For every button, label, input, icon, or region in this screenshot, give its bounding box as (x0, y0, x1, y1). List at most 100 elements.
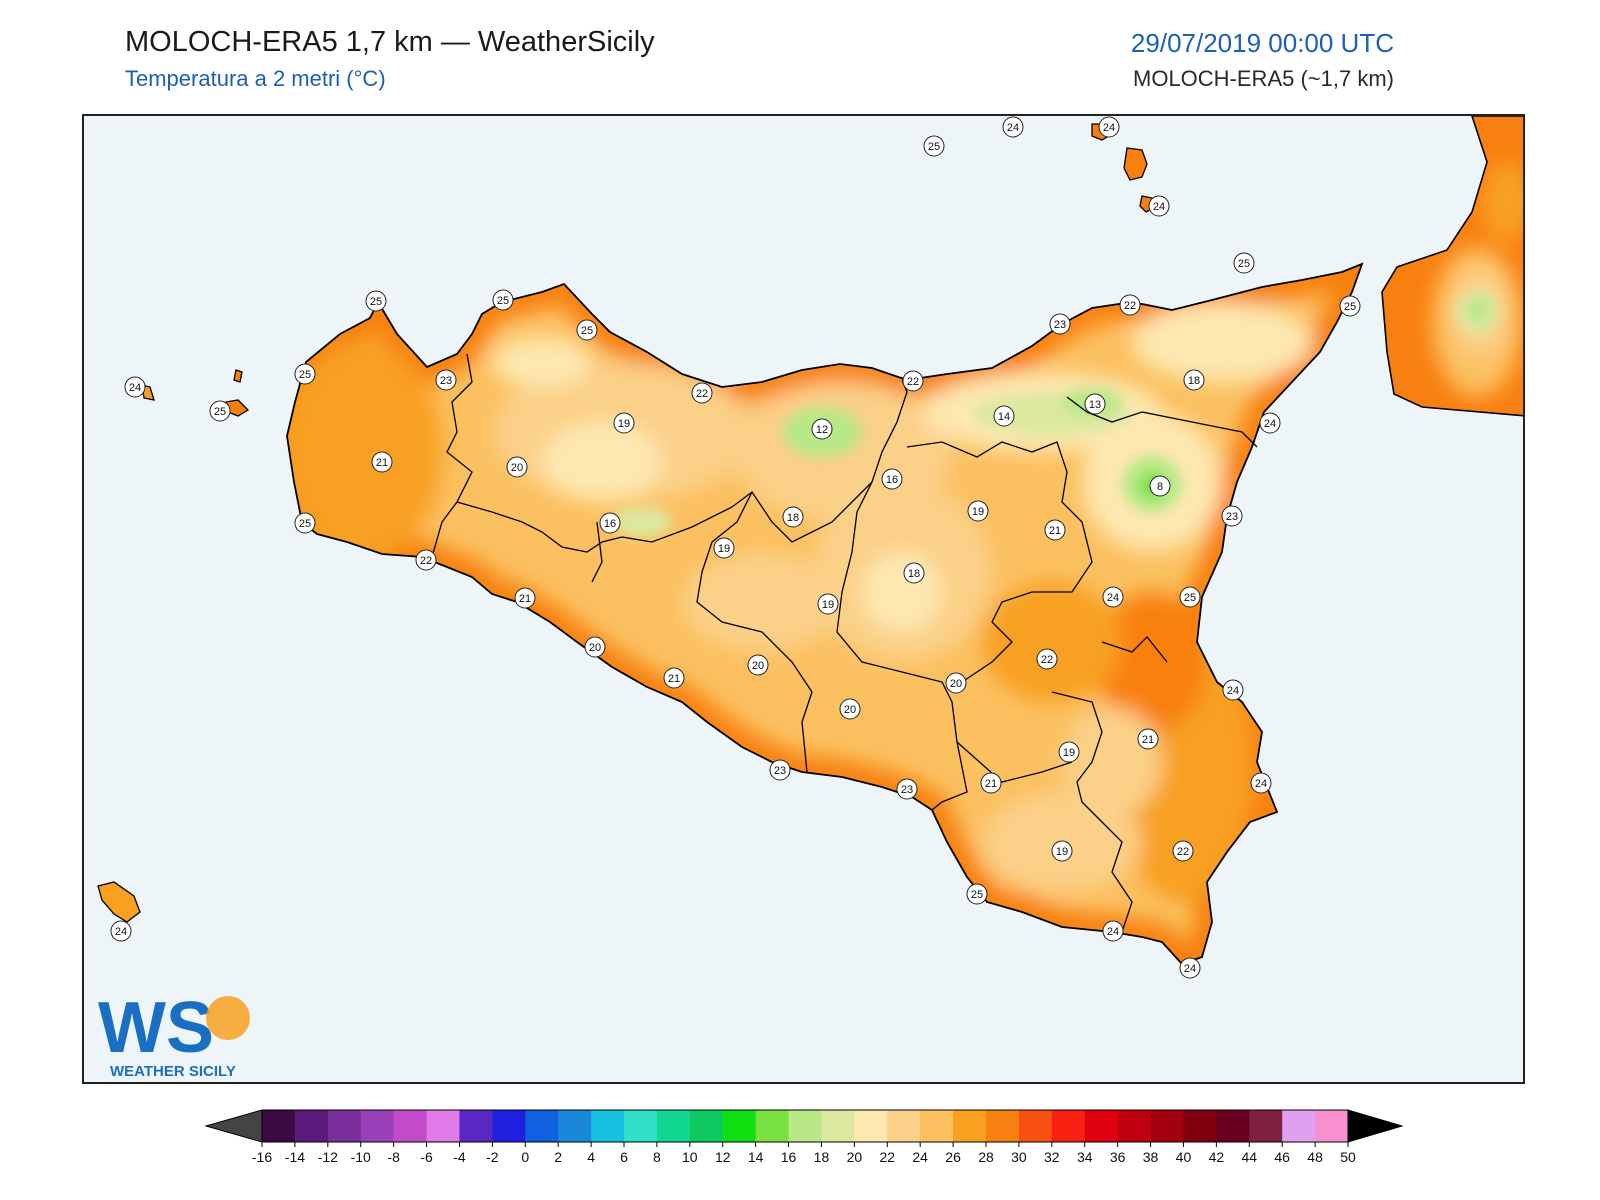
temperature-value: 25 (1238, 258, 1250, 270)
temperature-value: 19 (718, 543, 730, 555)
colorbar-swatch (1150, 1110, 1184, 1142)
temperature-value: 23 (1054, 319, 1066, 331)
temperature-label: 25 (209, 400, 231, 422)
colorbar-tick-label: 32 (1044, 1149, 1060, 1165)
colorbar-tick-label: 44 (1241, 1149, 1257, 1165)
colorbar-tick-label: -6 (420, 1149, 433, 1165)
colorbar-swatch (591, 1110, 625, 1142)
temperature-label: 25 (1179, 586, 1201, 608)
temperature-value: 19 (822, 599, 834, 611)
colorbar-tick-label: 6 (620, 1149, 628, 1165)
colorbar-tick-label: 48 (1307, 1149, 1323, 1165)
temperature-label: 24 (1222, 679, 1244, 701)
temperature-label: 20 (584, 636, 606, 658)
temperature-value: 22 (907, 376, 919, 388)
colorbar-swatch (1018, 1110, 1053, 1142)
colorbar-tick-label: 28 (978, 1149, 994, 1165)
temperature-value: 20 (844, 704, 856, 716)
colorbar-swatch (656, 1110, 691, 1142)
temperature-label: 24 (1002, 116, 1024, 138)
temperature-value: 19 (972, 506, 984, 518)
colorbar-tick-label: 30 (1011, 1149, 1027, 1165)
colorbar-swatch (854, 1110, 888, 1142)
temperature-value: 16 (604, 518, 616, 530)
temperature-label: 20 (747, 654, 769, 676)
temperature-value: 13 (1089, 399, 1101, 411)
colorbar-swatch (1216, 1110, 1250, 1142)
temperature-map[interactable]: 25 24 24 24 25 25 22 23 18 24 13 14 22 12 22 19 25 25 25 23… (82, 114, 1525, 1084)
colorbar-tick-label: 24 (912, 1149, 928, 1165)
colorbar-tick-label: 10 (682, 1149, 698, 1165)
colorbar-swatch (426, 1110, 460, 1142)
temperature-value: 19 (1063, 747, 1075, 759)
temperature-label: 12 (811, 418, 833, 440)
colorbar-tick-label: 14 (748, 1149, 764, 1165)
temperature-label: 25 (1233, 252, 1255, 274)
colorbar-swatch (492, 1110, 526, 1142)
temperature-value: 25 (581, 325, 593, 337)
colorbar-swatch (525, 1110, 559, 1142)
colorbar-max-arrow (1347, 1109, 1404, 1143)
temperature-label: 21 (663, 667, 685, 689)
colorbar-tick-label: -8 (387, 1149, 400, 1165)
colorbar-tick-label: -12 (318, 1149, 338, 1165)
temperature-label: 24 (124, 376, 146, 398)
temperature-value: 25 (971, 889, 983, 901)
temperature-value: 24 (1255, 778, 1267, 790)
temperature-value: 23 (440, 375, 452, 387)
sicily-temperature-field (287, 264, 1362, 964)
temperature-value: 21 (376, 457, 388, 469)
temperature-value: 21 (985, 778, 997, 790)
temperature-label: 21 (514, 587, 536, 609)
temperature-label: 24 (1102, 920, 1124, 942)
temperature-label: 19 (967, 500, 989, 522)
colorbar-tick-label: 38 (1143, 1149, 1159, 1165)
temperature-value: 19 (1056, 846, 1068, 858)
temperature-value: 14 (998, 411, 1010, 423)
colorbar-ticks: -16 -14 -12 -10 -8 -6 -4 -2 0 2 4 6 8 10 12 14 16 18 20 22 2… (252, 1142, 1356, 1165)
temperature-value: 24 (1184, 963, 1196, 975)
colorbar-swatch (1051, 1110, 1086, 1142)
temperature-label: 22 (902, 370, 924, 392)
temperature-label: 16 (599, 512, 621, 534)
temperature-value: 16 (886, 474, 898, 486)
colorbar-swatch (689, 1110, 724, 1142)
temperature-value: 25 (214, 406, 226, 418)
title-model: MOLOCH-ERA5 (~1,7 km) (1133, 66, 1394, 91)
temperature-label: 22 (415, 549, 437, 571)
temperature-label: 25 (576, 319, 598, 341)
temperature-value: 18 (908, 568, 920, 580)
colorbar-swatch (1249, 1110, 1283, 1142)
calabria-temperature-field (1382, 116, 1523, 416)
colorbar-swatch (821, 1110, 855, 1142)
temperature-label: 13 (1084, 393, 1106, 415)
temperature-label: 24 (1148, 195, 1170, 217)
colorbar-tick-label: -4 (453, 1149, 466, 1165)
colorbar-outline (261, 1109, 1349, 1143)
colorbar-swatch (1183, 1110, 1217, 1142)
temperature-label: 25 (923, 135, 945, 157)
temperature-label: 20 (839, 698, 861, 720)
temperature-value: 25 (1344, 301, 1356, 313)
temperature-label: 18 (903, 562, 925, 584)
temperature-label: 25 (294, 363, 316, 385)
province-borders (431, 353, 1258, 933)
colorbar-swatch (920, 1110, 954, 1142)
temperature-value: 25 (1184, 592, 1196, 604)
colorbar-tick-label: 40 (1176, 1149, 1192, 1165)
title-main: MOLOCH-ERA5 1,7 km — WeatherSicily (125, 26, 655, 58)
colorbar-swatch (393, 1110, 428, 1142)
colorbar-tick-label: 50 (1340, 1149, 1356, 1165)
temperature-label: 22 (1172, 840, 1194, 862)
temperature-label: 24 (1179, 957, 1201, 979)
colorbar-swatch (953, 1110, 987, 1142)
colorbar-swatch (327, 1110, 362, 1142)
temperature-label: 19 (1051, 840, 1073, 862)
temperature-label: 24 (1250, 772, 1272, 794)
temperature-value: 24 (1107, 926, 1119, 938)
colorbar-tick-label: 18 (814, 1149, 830, 1165)
colorbar-tick-label: 34 (1077, 1149, 1093, 1165)
colorbar-swatch (887, 1110, 921, 1142)
temperature-label: 21 (1044, 519, 1066, 541)
colorbar-tick-label: -14 (285, 1149, 305, 1165)
